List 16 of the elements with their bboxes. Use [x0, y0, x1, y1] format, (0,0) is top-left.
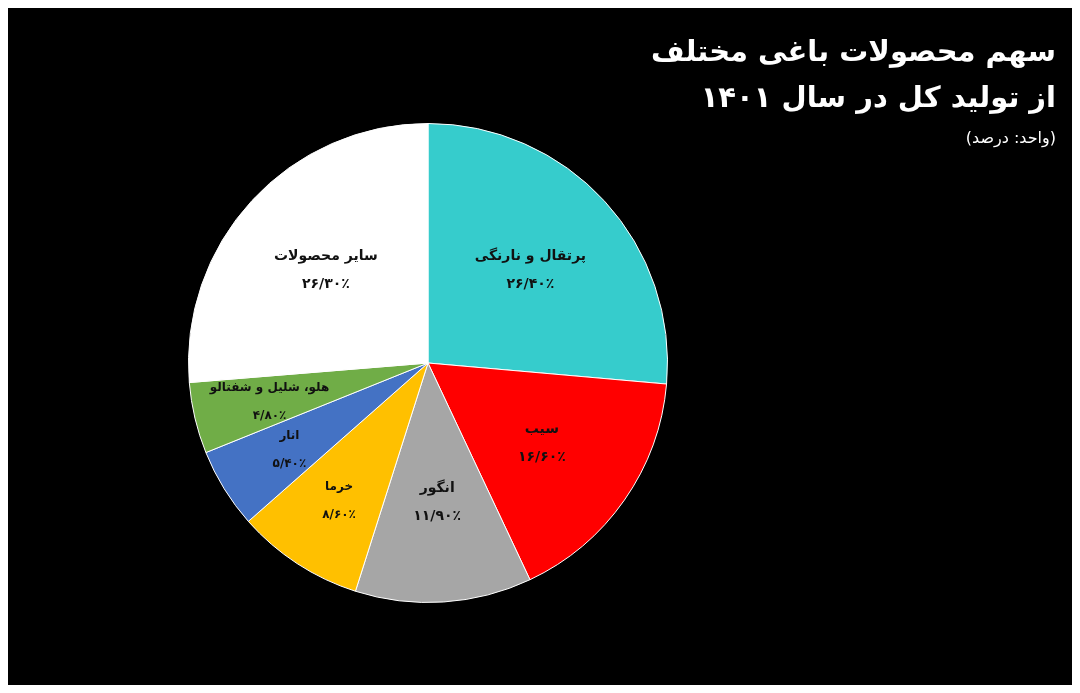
slice-label: پرتقال و نارنگی [474, 246, 587, 264]
data-label: ۸/۶۰٪ [322, 506, 356, 521]
slice-label: انار [278, 427, 300, 442]
text: (واحد: درصد) [964, 128, 1056, 147]
slice-label: خرما [324, 478, 354, 493]
data-label: ۱۶/۶۰٪ [517, 448, 566, 465]
data-label: ۵/۴۰٪ [272, 455, 307, 470]
data-label: ۴/۸۰٪ [252, 407, 287, 422]
slice-label: سایر محصولات [274, 246, 378, 264]
data-label: ۲۶/۴۰٪ [506, 274, 555, 291]
slice-label: سیب [524, 420, 560, 437]
data-label: ۲۶/۳۰٪ [301, 274, 350, 291]
text: سهم محصولات باغی مختلف از تولید کل در سال ۱۴۰۱ [649, 33, 1056, 116]
slice-label: هلو، شلیل و شفتالو [208, 379, 330, 395]
data-label: ۱۱/۹۰٪ [413, 507, 462, 524]
slice-label: انگور [418, 479, 455, 497]
